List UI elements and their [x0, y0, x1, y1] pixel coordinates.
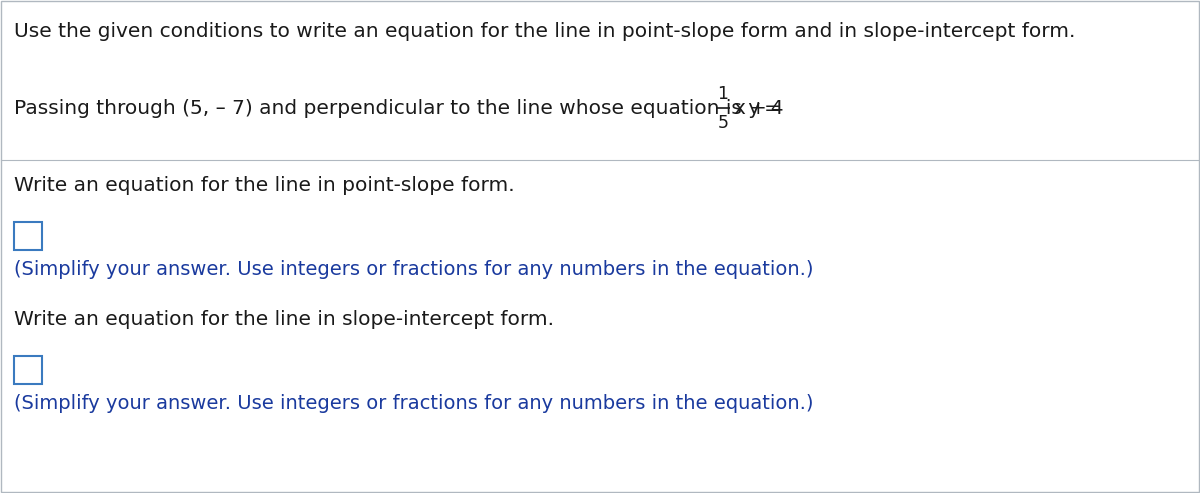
- Text: Write an equation for the line in point-slope form.: Write an equation for the line in point-…: [14, 176, 515, 195]
- Text: 1: 1: [718, 85, 728, 103]
- Text: x + 4: x + 4: [734, 99, 784, 117]
- Bar: [14, 356, 42, 384]
- Text: (Simplify your answer. Use integers or fractions for any numbers in the equation: (Simplify your answer. Use integers or f…: [14, 260, 814, 279]
- Bar: [14, 222, 42, 250]
- Text: (Simplify your answer. Use integers or fractions for any numbers in the equation: (Simplify your answer. Use integers or f…: [14, 394, 814, 413]
- Text: Passing through (5, – 7) and perpendicular to the line whose equation is y =: Passing through (5, – 7) and perpendicul…: [14, 99, 785, 117]
- Text: 5: 5: [718, 114, 728, 132]
- Text: Use the given conditions to write an equation for the line in point-slope form a: Use the given conditions to write an equ…: [14, 22, 1075, 41]
- Text: Write an equation for the line in slope-intercept form.: Write an equation for the line in slope-…: [14, 310, 554, 329]
